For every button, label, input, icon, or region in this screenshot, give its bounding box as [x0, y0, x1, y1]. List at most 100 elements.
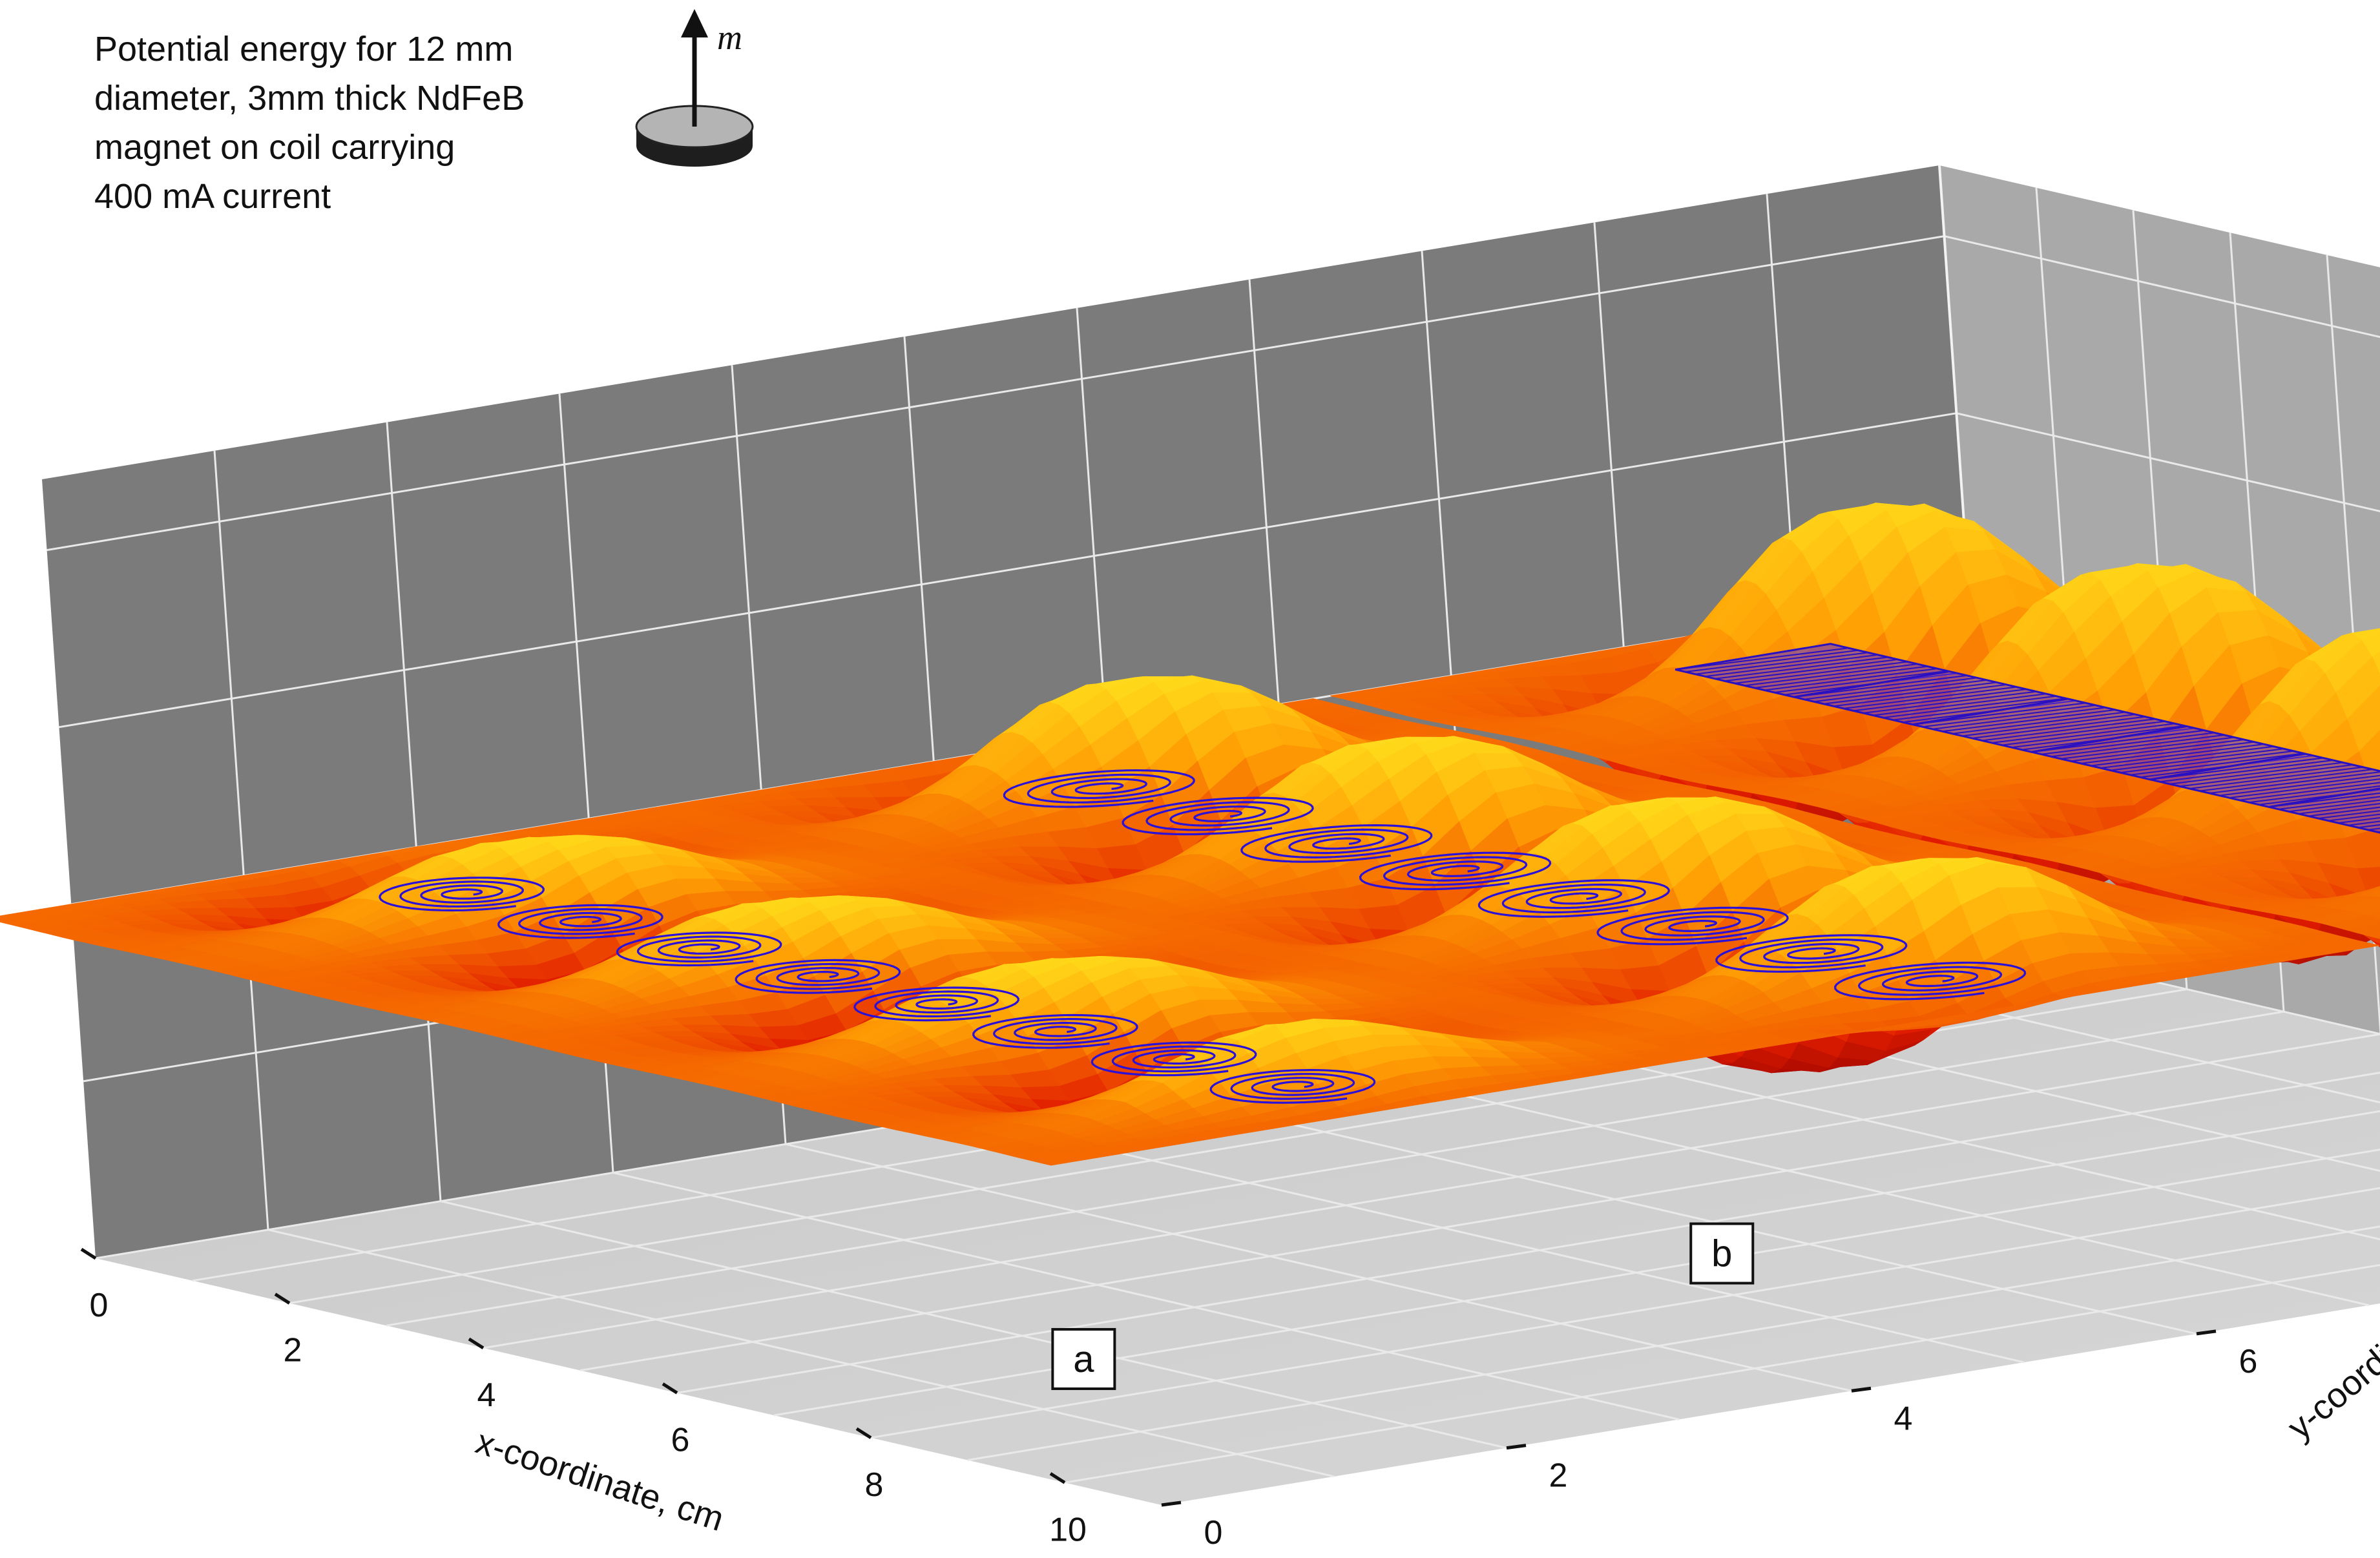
coil-trace — [1863, 691, 2037, 714]
coil-trace — [2279, 796, 2380, 810]
coil-trace — [1685, 649, 1859, 673]
coil-trace — [1833, 683, 2007, 707]
grid-line — [967, 1225, 2380, 1461]
floor-plane — [96, 944, 2380, 1505]
grid-line — [440, 1200, 1507, 1449]
coil-trace — [2031, 729, 2205, 753]
coil-trace — [1853, 689, 2027, 712]
grid-line — [612, 1172, 1680, 1420]
coil-trace — [1715, 656, 1888, 680]
coil-trace — [2001, 723, 2175, 746]
description-line-2: diameter, 3mm thick NdFeB — [94, 79, 525, 118]
coil-trace — [2189, 766, 2363, 789]
coil-trace — [2120, 750, 2294, 774]
description-line-1: Potential energy for 12 mm — [94, 30, 514, 68]
coil-trace — [2209, 771, 2380, 794]
grid-line — [1302, 1057, 2370, 1307]
coil-trace — [2199, 769, 2373, 792]
description-line-3: magnet on coil carrying — [94, 128, 455, 167]
coil-trace — [1883, 695, 2056, 718]
description-text: Potential energy for 12 mm diameter, 3mm… — [94, 25, 525, 221]
coil-trace — [1804, 677, 1978, 700]
surface-cell — [2348, 922, 2380, 933]
coil-trace — [2160, 759, 2333, 783]
grid-line — [47, 235, 1945, 552]
grid-line — [1475, 1029, 2380, 1241]
coil-trace — [2298, 803, 2380, 815]
grid-line — [59, 412, 1957, 729]
grid-line — [1130, 1086, 2197, 1335]
coil-trace — [1724, 658, 1898, 682]
coil-trace — [1764, 668, 1938, 691]
grid-line — [386, 1010, 2284, 1327]
grid-line — [785, 1143, 1852, 1392]
coil-trace — [1952, 711, 2125, 734]
grid-line — [1944, 235, 2380, 338]
coil-trace — [1695, 652, 1868, 675]
coil-trace — [2249, 785, 2380, 804]
surface-cell — [2367, 932, 2380, 939]
coil-trace — [2011, 725, 2185, 749]
grid-line — [870, 1187, 2380, 1439]
coil-c — [1675, 643, 2380, 834]
surfaces: cba — [0, 503, 2380, 1390]
coil-trace — [2308, 806, 2380, 817]
grid-line — [676, 1110, 2380, 1394]
coil-trace — [2239, 782, 2380, 801]
coil-trace — [2110, 748, 2284, 771]
coil-trace — [1972, 716, 2145, 739]
coil-trace — [2219, 774, 2380, 796]
coil-trace — [1675, 647, 1849, 670]
coil-trace — [2071, 739, 2244, 762]
coil-trace — [2080, 741, 2255, 764]
coil-trace — [1892, 698, 2067, 721]
surface-cell — [2377, 937, 2380, 939]
coil-trace — [1754, 665, 1928, 689]
grid-line — [483, 1033, 2380, 1349]
coil-trace — [2169, 762, 2343, 785]
coil-trace — [1942, 709, 2116, 732]
description-line-4: 400 mA current — [94, 177, 331, 216]
series-label: b — [1711, 1233, 1732, 1275]
coil-trace — [1912, 702, 2086, 725]
coil-trace — [1922, 704, 2096, 728]
coil-trace — [2091, 743, 2264, 767]
coil-trace — [2051, 734, 2225, 758]
coil-trace — [1873, 693, 2047, 716]
coil-trace — [1962, 714, 2136, 737]
coil-trace — [2180, 764, 2354, 787]
coil-trace — [1932, 707, 2106, 730]
coil-trace — [1813, 679, 1987, 703]
coil-trace — [1823, 681, 1997, 705]
grid-line — [579, 1072, 2380, 1372]
coil-trace — [2130, 753, 2304, 776]
coil-trace — [2288, 799, 2380, 813]
grid-line — [1064, 1263, 2380, 1484]
coil-trace — [2150, 757, 2324, 780]
coil-trace — [2338, 817, 2380, 824]
grid-line — [957, 1114, 2025, 1364]
grid-line — [213, 450, 269, 1230]
coil-trace — [1705, 654, 1879, 678]
surface-cell — [2357, 928, 2380, 936]
coil-trace — [1774, 670, 1948, 693]
coil-trace — [1734, 661, 1908, 684]
coil-trace — [2328, 813, 2380, 822]
surface-cell — [2338, 918, 2380, 931]
grid-line — [267, 1229, 1335, 1478]
grid-line — [386, 422, 442, 1201]
coil-trace — [2318, 810, 2380, 819]
coil-trace — [1981, 718, 2155, 742]
coil-trace — [2041, 732, 2215, 755]
grid-line — [1956, 412, 2380, 513]
coil-trace — [1744, 663, 1918, 687]
coil-trace — [2061, 736, 2235, 760]
coil-trace — [2229, 778, 2380, 799]
coil-trace — [1992, 720, 2166, 743]
grid-line — [1992, 943, 2380, 1035]
coil-trace — [1843, 686, 2017, 709]
coil-trace — [1793, 674, 1967, 698]
coil-trace — [2100, 745, 2274, 769]
coil-trace — [2268, 792, 2380, 808]
